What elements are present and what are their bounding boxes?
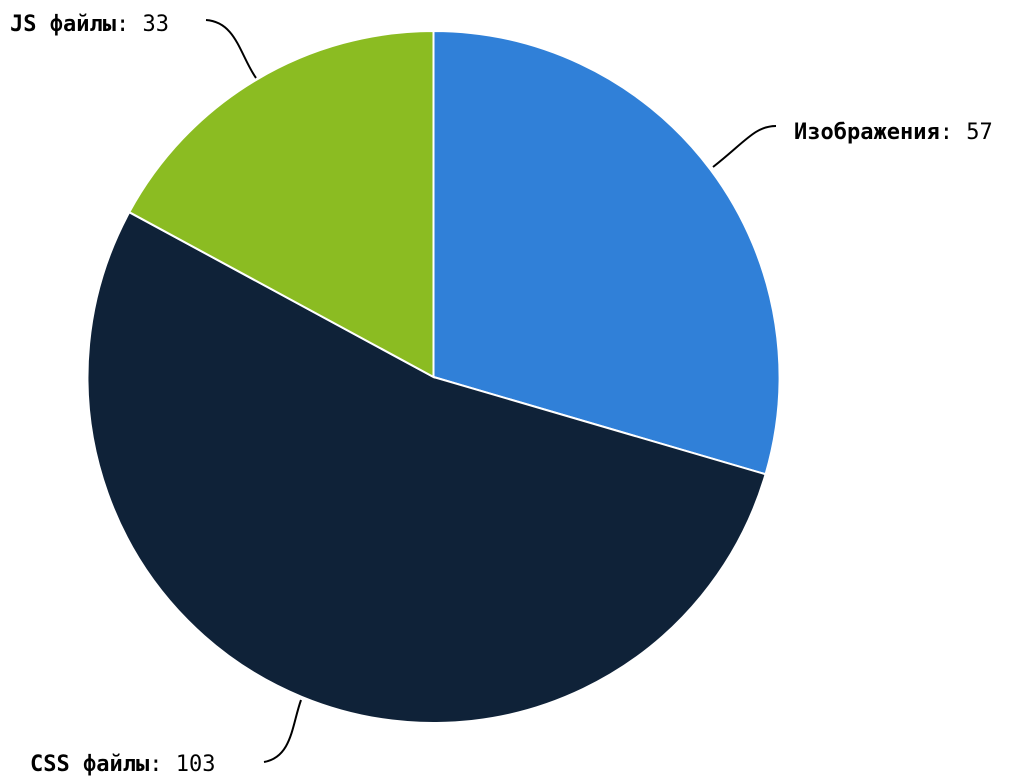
label-connector-3	[206, 20, 256, 78]
data-label-name: CSS файлы	[30, 752, 149, 777]
data-label-3: JS файлы: 33	[10, 12, 169, 37]
data-label-separator: :	[940, 120, 967, 145]
data-label-name: Изображения	[794, 120, 940, 145]
data-label-1: Изображения: 57	[794, 120, 993, 145]
data-label-separator: :	[149, 752, 176, 777]
data-label-value: 103	[176, 752, 216, 777]
label-connector-1	[713, 126, 776, 167]
data-label-value: 33	[142, 12, 169, 37]
data-label-2: CSS файлы: 103	[30, 752, 215, 777]
data-label-name: JS файлы	[10, 12, 116, 37]
data-label-separator: :	[116, 12, 143, 37]
data-label-value: 57	[966, 120, 993, 145]
pie-slices	[88, 31, 780, 723]
label-connector-2	[264, 700, 301, 762]
